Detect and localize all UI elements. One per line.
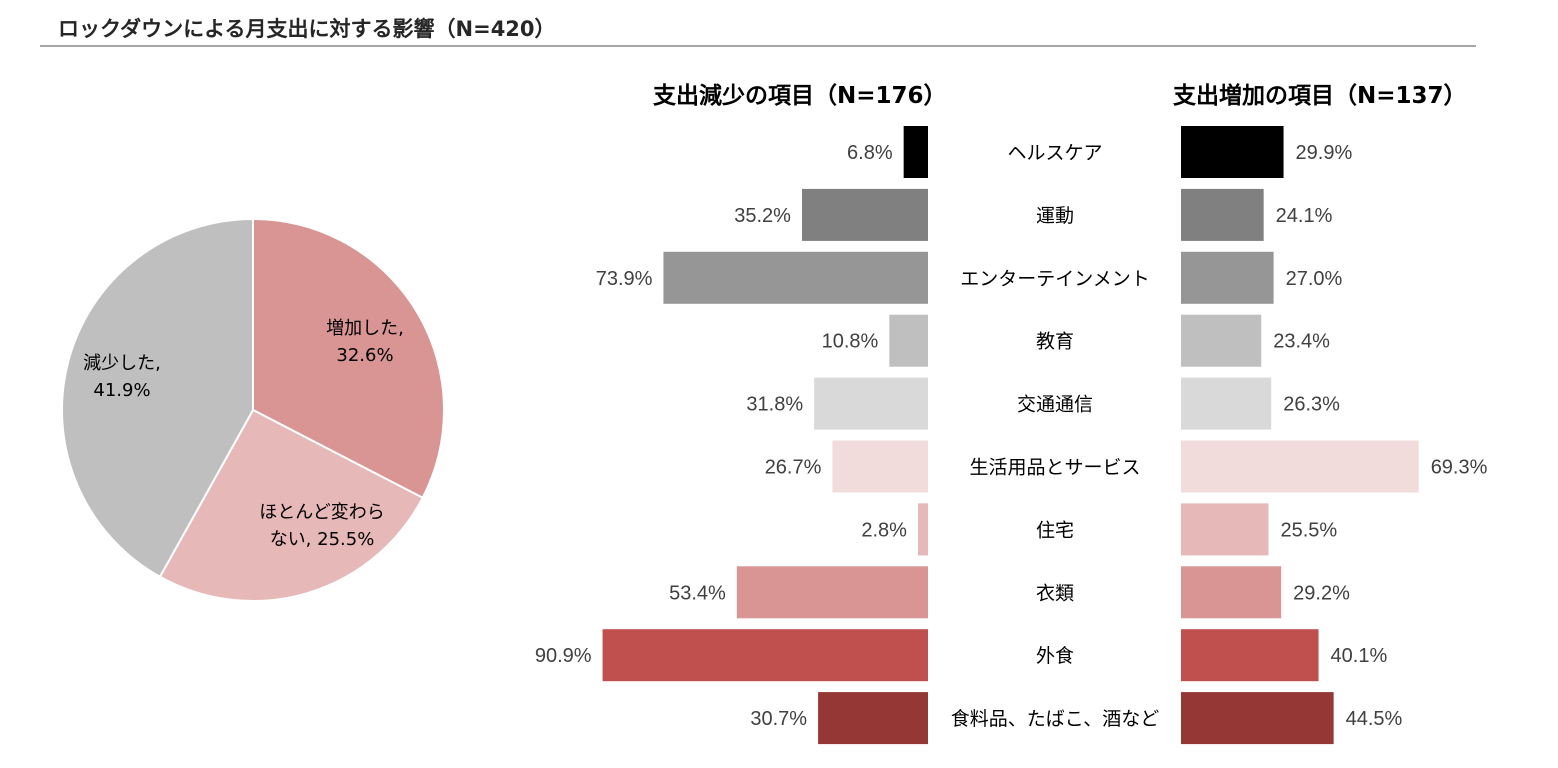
decrease-value-label: 35.2% [734,205,791,227]
category-label: エンターテインメント [960,268,1149,290]
increase-value-label: 23.4% [1273,331,1330,353]
increase-bar [1181,314,1262,367]
increase-value-label: 29.2% [1293,582,1350,604]
decrease-value-label: 53.4% [669,582,726,604]
category-label: 運動 [1036,205,1074,227]
increase-bar [1181,566,1282,619]
title-divider [40,45,1476,47]
decrease-panel-title: 支出減少の項目（N=176） [653,83,947,109]
decrease-value-label: 31.8% [746,394,803,416]
increase-value-label: 40.1% [1331,645,1388,667]
increase-bar [1181,377,1272,430]
increase-panel-title: 支出増加の項目（N=137） [1173,83,1467,109]
decrease-bar [736,566,928,619]
increase-value-label: 69.3% [1431,457,1488,479]
decrease-bar [889,314,928,367]
increase-value-label: 25.5% [1280,519,1337,541]
decrease-value-label: 10.8% [822,331,879,353]
decrease-bar [832,440,928,493]
increase-bar [1181,251,1274,304]
page-title: ロックダウンによる月支出に対する影響（N=420） [58,17,556,41]
decrease-value-label: 90.9% [535,645,592,667]
increase-value-label: 29.9% [1296,142,1353,164]
decrease-bar [917,503,928,556]
category-label: ヘルスケア [1007,142,1102,164]
decrease-value-label: 6.8% [847,142,893,164]
increase-value-label: 24.1% [1276,205,1333,227]
pie-slice-label: 32.6% [336,345,393,366]
bar-charts: 6.8% ヘルスケア 29.9% 35.2% 運動 24.1% 73.9% エンターテインメン… [535,126,1488,745]
pie-slice [158,408,424,602]
increase-bar [1181,440,1419,493]
increase-value-label: 27.0% [1286,268,1343,290]
category-label: 教育 [1036,331,1074,353]
pie-slice-label: 増加した, [326,318,404,339]
decrease-bar [814,377,928,430]
decrease-value-label: 30.7% [750,708,807,730]
decrease-bar [801,188,928,241]
pie-slice [61,217,254,579]
category-label: 衣類 [1036,582,1074,604]
decrease-value-label: 73.9% [596,268,653,290]
increase-bar [1181,188,1264,241]
increase-value-label: 26.3% [1283,394,1340,416]
decrease-value-label: 2.8% [861,519,907,541]
increase-bar [1181,629,1319,682]
category-label: 食料品、たばこ、酒など [951,708,1160,730]
category-label: 外食 [1036,645,1074,667]
pie-slice-label: 41.9% [93,380,150,401]
increase-bar [1181,692,1334,745]
increase-bar [1181,126,1284,178]
pie-slice-label: ない, 25.5% [270,529,375,550]
increase-bar [1181,503,1269,556]
category-label: 交通通信 [1017,394,1093,416]
decrease-bar [663,251,928,304]
category-label: 生活用品とサービス [969,457,1140,479]
decrease-bar [602,629,928,682]
pie-slice [252,217,445,500]
increase-value-label: 44.5% [1346,708,1403,730]
category-label: 住宅 [1036,519,1074,541]
pie-slice-label: 減少した, [83,353,161,374]
decrease-value-label: 26.7% [765,457,822,479]
decrease-bar [903,126,928,178]
pie-slice-label: ほとんど変わら [259,502,384,523]
decrease-bar [818,692,928,745]
